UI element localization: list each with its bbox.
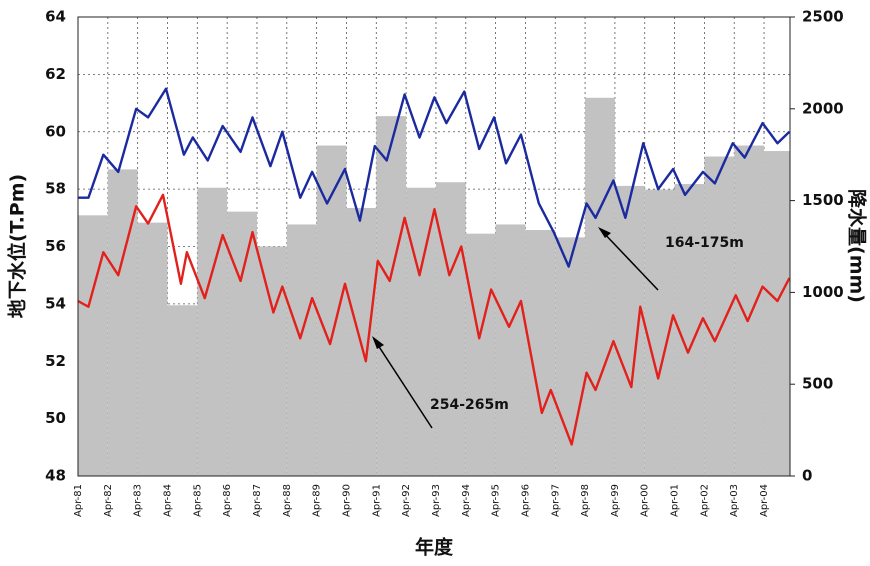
- y-tick-label: 48: [45, 467, 66, 485]
- y-tick-label: 50: [45, 409, 66, 427]
- bar: [555, 237, 586, 476]
- y2-tick-label: 1000: [802, 283, 844, 301]
- x-tick-label: Apr-83: [133, 484, 144, 517]
- y2-tick-label: 1500: [802, 191, 844, 209]
- x-tick-label: Apr-84: [162, 484, 173, 517]
- arrow: [599, 228, 659, 291]
- x-tick-label: Apr-85: [192, 484, 203, 517]
- y-tick-label: 52: [45, 352, 66, 370]
- y2-tick-label: 0: [802, 467, 812, 485]
- bar: [137, 222, 168, 476]
- ticks: 48 50 52 54 56 58 60 62 64 0 500 1000 1500 2000 2500 Ap…: [45, 8, 844, 518]
- bar: [78, 215, 108, 476]
- y-tick-label: 64: [45, 8, 66, 26]
- x-tick-label: Apr-99: [610, 484, 621, 517]
- bar: [495, 224, 526, 476]
- x-tick-label: Apr-87: [252, 484, 263, 517]
- y2-tick-label: 2000: [802, 99, 844, 117]
- arrowhead: [372, 336, 384, 349]
- annotation: 254-265m: [430, 397, 509, 413]
- y-axis-label: 地下水位(T.Pm): [6, 174, 29, 318]
- bar: [316, 145, 347, 476]
- y-tick-label: 58: [45, 180, 66, 198]
- x-tick-label: Apr-81: [73, 484, 84, 517]
- y-tick-label: 60: [45, 122, 66, 140]
- x-tick-label: Apr-97: [550, 484, 561, 517]
- x-tick-label: Apr-00: [640, 484, 651, 517]
- x-tick-label: Apr-01: [670, 484, 681, 517]
- bar: [585, 97, 615, 476]
- bar: [764, 151, 790, 476]
- bar: [167, 305, 198, 476]
- x-tick-label: Apr-04: [759, 484, 770, 517]
- x-tick-label: Apr-88: [282, 484, 293, 517]
- y2-tick-label: 2500: [802, 8, 844, 26]
- bar: [704, 156, 735, 476]
- y-tick-label: 62: [45, 65, 66, 83]
- bar: [376, 116, 407, 476]
- x-tick-label: Apr-89: [312, 484, 323, 517]
- y2-axis-label: 降水量(mm): [846, 189, 869, 303]
- y-tick-label: 56: [45, 237, 66, 255]
- x-tick-label: Apr-82: [103, 484, 114, 517]
- bar: [465, 233, 496, 476]
- bar: [256, 246, 287, 476]
- lines: [78, 87, 790, 446]
- bar: [734, 145, 765, 476]
- bar: [227, 211, 257, 476]
- x-tick-label: Apr-96: [520, 484, 531, 517]
- line: [78, 87, 790, 268]
- bar: [614, 185, 645, 476]
- x-tick-label: Apr-02: [699, 484, 710, 517]
- x-tick-label: Apr-92: [401, 484, 412, 517]
- arrow: [373, 338, 433, 429]
- bar: [286, 224, 317, 476]
- arrowhead: [598, 227, 611, 238]
- x-tick-label: Apr-95: [491, 484, 502, 517]
- bar: [435, 182, 466, 476]
- bar: [197, 187, 228, 476]
- x-tick-label: Apr-94: [461, 484, 472, 517]
- x-tick-label: Apr-91: [371, 484, 382, 517]
- x-axis-label: 年度: [415, 536, 454, 559]
- y-tick-label: 54: [45, 294, 66, 312]
- x-tick-label: Apr-90: [341, 484, 352, 517]
- annotation: 164-175m: [665, 235, 744, 251]
- x-tick-label: Apr-86: [222, 484, 233, 517]
- x-tick-label: Apr-93: [431, 484, 442, 517]
- y2-tick-label: 500: [802, 375, 833, 393]
- line: [78, 193, 790, 446]
- plot-frame: [77, 16, 791, 477]
- x-tick-label: Apr-98: [580, 484, 591, 517]
- x-tick-label: Apr-03: [729, 484, 740, 517]
- bar: [406, 187, 436, 476]
